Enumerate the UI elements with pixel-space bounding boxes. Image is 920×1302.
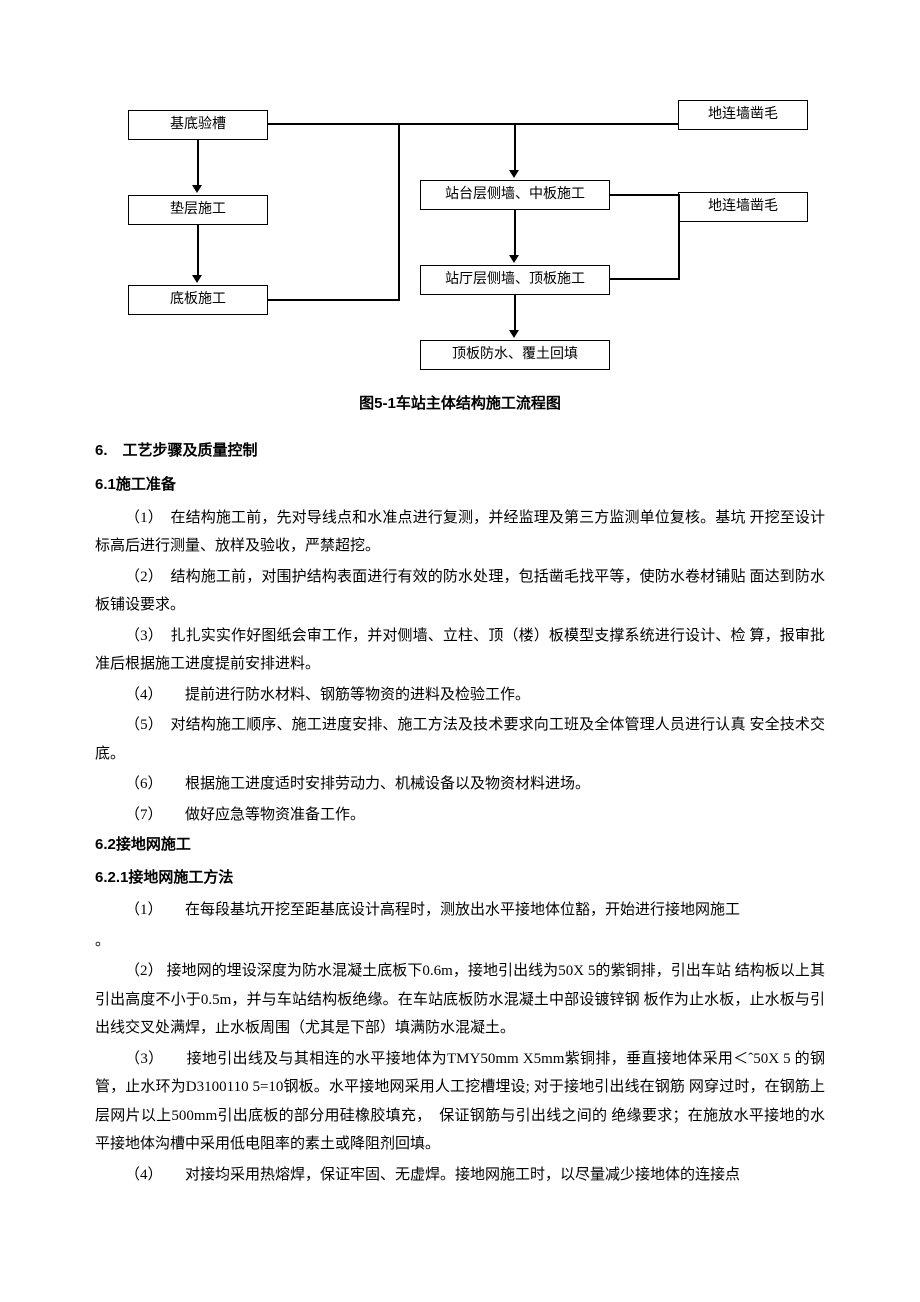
para-6-2-1-2: （2） 接地网的埋设深度为防水混凝土底板下0.6m，接地引出线为50X 5的紫铜… bbox=[95, 957, 825, 1043]
para-6-1-6: （6） 根据施工进度适时安排劳动力、机械设备以及物资材料进场。 bbox=[95, 770, 825, 799]
para-6-2-1-1: （1） 在每段基坑开挖至距基底设计高程时，测放出水平接地体位豁，开始进行接地网施… bbox=[95, 896, 825, 925]
para-6-2-1-3: （3） 接地引出线及与其相连的水平接地体为TMY50mm X5mm紫铜排，垂直接… bbox=[95, 1045, 825, 1159]
para-6-1-4: （4） 提前进行防水材料、钢筋等物资的进料及检验工作。 bbox=[95, 681, 825, 710]
para-6-1-3: （3） 扎扎实实作好图纸会审工作，并对侧墙、立柱、顶（楼）板模型支撑系统进行设计… bbox=[95, 622, 825, 679]
node-floor: 底板施工 bbox=[128, 285, 268, 315]
node-wall-rough-2: 地连墙凿毛 bbox=[678, 192, 808, 222]
node-platform-wall: 站台层侧墙、中板施工 bbox=[420, 180, 610, 210]
para-6-2-1-1-suffix: 。 bbox=[95, 927, 825, 956]
node-waterproof: 顶板防水、覆土回填 bbox=[420, 340, 610, 370]
item-num: （7） bbox=[95, 801, 185, 830]
item-text: 做好应急等物资准备工作。 bbox=[185, 801, 825, 830]
item-num: （1） bbox=[95, 896, 185, 925]
item-text: 对接均采用热熔焊，保证牢固、无虚焊。接地网施工时，以尽量减少接地体的连接点 bbox=[185, 1161, 825, 1190]
item-num: （4） bbox=[95, 1161, 185, 1190]
node-cushion: 垫层施工 bbox=[128, 195, 268, 225]
item-text: 在每段基坑开挖至距基底设计高程时，测放出水平接地体位豁，开始进行接地网施工 bbox=[185, 896, 825, 925]
flowchart: 基底验槽 垫层施工 底板施工 站台层侧墙、中板施工 站厅层侧墙、顶板施工 顶板防… bbox=[110, 90, 810, 370]
item-text: 提前进行防水材料、钢筋等物资的进料及检验工作。 bbox=[185, 681, 825, 710]
heading-6-2-1: 6.2.1接地网施工方法 bbox=[95, 864, 825, 893]
node-wall-rough-1: 地连墙凿毛 bbox=[678, 100, 808, 130]
para-6-2-1-4: （4） 对接均采用热熔焊，保证牢固、无虚焊。接地网施工时，以尽量减少接地体的连接… bbox=[95, 1161, 825, 1190]
para-6-1-7: （7） 做好应急等物资准备工作。 bbox=[95, 801, 825, 830]
node-hall-wall: 站厅层侧墙、顶板施工 bbox=[420, 265, 610, 295]
para-6-1-5: （5） 对结构施工顺序、施工进度安排、施工方法及技术要求向工班及全体管理人员进行… bbox=[95, 711, 825, 768]
para-6-1-2: （2） 结构施工前，对围护结构表面进行有效的防水处理，包括凿毛找平等，使防水卷材… bbox=[95, 563, 825, 620]
item-num: （6） bbox=[95, 770, 185, 799]
item-text: 根据施工进度适时安排劳动力、机械设备以及物资材料进场。 bbox=[185, 770, 825, 799]
figure-caption: 图5-1车站主体结构施工流程图 bbox=[95, 390, 825, 419]
item-num: （4） bbox=[95, 681, 185, 710]
heading-6-1: 6.1施工准备 bbox=[95, 471, 825, 500]
heading-6: 6. 工艺步骤及质量控制 bbox=[95, 437, 825, 466]
node-base-inspect: 基底验槽 bbox=[128, 110, 268, 140]
para-6-1-1: （1） 在结构施工前，先对导线点和水准点进行复测，并经监理及第三方监测单位复核。… bbox=[95, 504, 825, 561]
heading-6-2: 6.2接地网施工 bbox=[95, 831, 825, 860]
